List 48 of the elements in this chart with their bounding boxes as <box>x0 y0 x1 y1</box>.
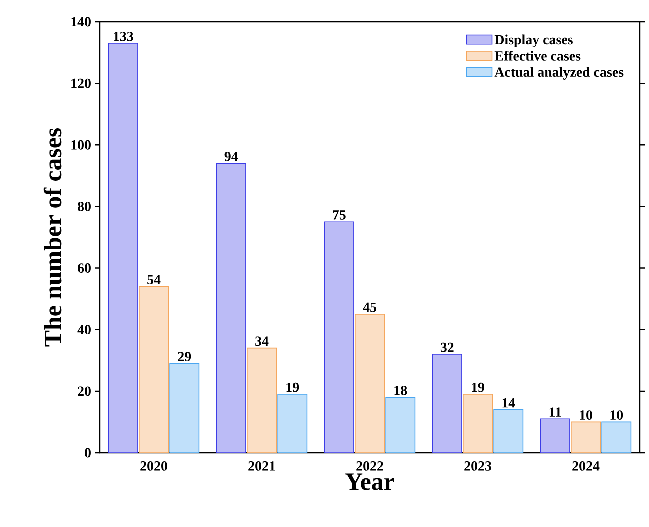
y-tick-label: 120 <box>72 78 91 88</box>
data-label: 19 <box>472 382 484 392</box>
bar <box>355 314 385 454</box>
bar <box>540 418 570 454</box>
x-axis-title: Year <box>346 474 394 490</box>
y-axis-title: The number of cases <box>44 128 62 347</box>
x-tick-label: 2024 <box>572 462 600 471</box>
data-label: 11 <box>550 408 562 417</box>
x-tick-label: 2020 <box>140 462 168 471</box>
bar <box>324 222 354 454</box>
data-label: 34 <box>256 336 269 346</box>
data-label: 75 <box>333 210 346 220</box>
bar <box>432 354 462 454</box>
legend-label: Effective cases <box>494 50 581 61</box>
y-tick-label: 60 <box>78 264 91 273</box>
data-label: 18 <box>394 386 408 396</box>
bar <box>139 286 169 454</box>
data-label: 133 <box>114 32 134 42</box>
bar <box>170 363 200 454</box>
x-tick-label: 2022 <box>356 462 384 471</box>
data-label: 54 <box>148 275 161 285</box>
y-tick-label: 140 <box>72 17 91 27</box>
x-tick-label: 2021 <box>248 462 276 471</box>
data-label: 29 <box>178 352 192 362</box>
bar <box>494 409 524 454</box>
y-tick-label: 40 <box>78 325 91 335</box>
bar <box>386 397 416 454</box>
data-label: 10 <box>580 410 592 420</box>
bar <box>247 348 277 454</box>
y-tick-label: 100 <box>72 140 91 150</box>
data-label: 45 <box>363 302 376 312</box>
data-label: 94 <box>224 152 238 162</box>
bar <box>571 422 601 454</box>
data-label: 32 <box>440 342 454 352</box>
y-tick-label: 20 <box>78 386 91 396</box>
y-tick-label: 80 <box>78 202 91 212</box>
x-tick-label: 2023 <box>464 462 492 471</box>
data-label: 10 <box>610 410 624 420</box>
bar <box>216 163 246 454</box>
data-label: 19 <box>286 382 300 392</box>
bar <box>278 394 308 454</box>
data-label: 14 <box>502 398 516 408</box>
bar <box>108 43 138 454</box>
bar <box>602 422 632 454</box>
bar <box>463 394 493 454</box>
legend-label: Display cases <box>494 34 573 48</box>
legend-label: Actual analyzed cases <box>494 67 624 80</box>
y-tick-label: 0 <box>85 448 91 458</box>
